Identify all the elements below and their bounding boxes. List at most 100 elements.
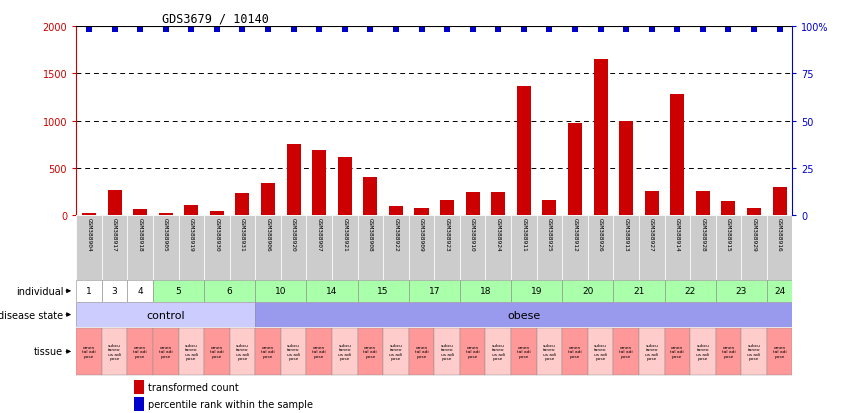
Bar [184, 206, 198, 216]
Bar [721, 201, 735, 216]
Bar [409, 280, 460, 302]
Text: GSM388930: GSM388930 [215, 218, 219, 252]
Text: omen
tal adi
pose: omen tal adi pose [364, 345, 378, 358]
Point [568, 26, 582, 33]
Text: omen
tal adi
pose: omen tal adi pose [670, 345, 684, 358]
Text: 21: 21 [633, 287, 644, 296]
Text: GSM388905: GSM388905 [163, 218, 168, 252]
Bar [434, 216, 460, 280]
Bar [542, 200, 557, 216]
Text: 20: 20 [582, 287, 593, 296]
Text: omen
tal adi
pose: omen tal adi pose [313, 345, 326, 358]
Bar [358, 216, 383, 280]
Point [389, 26, 403, 33]
Text: GSM388929: GSM388929 [752, 218, 757, 252]
Point [210, 26, 223, 33]
Text: GSM388913: GSM388913 [624, 218, 629, 252]
Point [645, 26, 659, 33]
Bar [517, 86, 531, 216]
Text: 15: 15 [378, 287, 389, 296]
Bar [229, 216, 255, 280]
Text: 18: 18 [480, 287, 491, 296]
Bar [639, 216, 664, 280]
Text: 6: 6 [227, 287, 233, 296]
Bar [766, 328, 792, 375]
Text: GSM388909: GSM388909 [419, 218, 424, 252]
Bar [153, 216, 178, 280]
Point [287, 26, 301, 33]
Text: subcu
taneo
us adi
pose: subcu taneo us adi pose [747, 343, 760, 360]
Text: omen
tal adi
pose: omen tal adi pose [210, 345, 223, 358]
Text: GSM388915: GSM388915 [726, 218, 731, 252]
Bar [741, 328, 766, 375]
Bar [255, 280, 307, 302]
Text: percentile rank within the sample: percentile rank within the sample [148, 399, 313, 409]
Bar [307, 280, 358, 302]
Bar [537, 328, 562, 375]
Text: GSM388918: GSM388918 [138, 218, 143, 252]
Bar [766, 280, 792, 302]
Point [721, 26, 735, 33]
Bar [613, 216, 639, 280]
Bar [255, 216, 281, 280]
Bar [153, 280, 204, 302]
Text: GSM388928: GSM388928 [701, 218, 706, 252]
Text: omen
tal adi
pose: omen tal adi pose [568, 345, 582, 358]
Text: omen
tal adi
pose: omen tal adi pose [262, 345, 275, 358]
Bar [76, 280, 102, 302]
Bar [210, 211, 224, 216]
Text: 23: 23 [735, 287, 746, 296]
Point [82, 26, 96, 33]
Bar [358, 328, 383, 375]
Text: GDS3679 / 10140: GDS3679 / 10140 [162, 13, 269, 26]
Bar [102, 280, 127, 302]
Bar [664, 216, 690, 280]
Bar [409, 216, 435, 280]
Point [670, 26, 684, 33]
Text: 4: 4 [138, 287, 143, 296]
Bar [696, 192, 710, 216]
Text: subcu
taneo
us adi
pose: subcu taneo us adi pose [696, 343, 709, 360]
Text: GSM388920: GSM388920 [291, 218, 296, 252]
Bar [158, 213, 172, 216]
Text: subcu
taneo
us adi
pose: subcu taneo us adi pose [645, 343, 658, 360]
Text: GSM388919: GSM388919 [189, 218, 194, 252]
Text: subcu
taneo
us adi
pose: subcu taneo us adi pose [287, 343, 301, 360]
Text: subcu
taneo
us adi
pose: subcu taneo us adi pose [184, 343, 197, 360]
Bar [644, 191, 659, 216]
Point [364, 26, 378, 33]
Bar [562, 280, 613, 302]
Point [236, 26, 249, 33]
Text: subcu
taneo
us adi
pose: subcu taneo us adi pose [492, 343, 505, 360]
Text: 5: 5 [176, 287, 181, 296]
Bar [690, 216, 715, 280]
Text: GSM388931: GSM388931 [240, 218, 245, 252]
Point [517, 26, 531, 33]
Point [542, 26, 556, 33]
Bar [588, 216, 613, 280]
Bar [133, 380, 144, 394]
Bar [766, 216, 792, 280]
Bar [82, 213, 96, 216]
Point [696, 26, 710, 33]
Text: GSM388911: GSM388911 [521, 218, 527, 252]
Point [184, 26, 198, 33]
Point [440, 26, 454, 33]
Point [262, 26, 275, 33]
Bar [690, 328, 715, 375]
Bar [102, 216, 127, 280]
Bar [486, 328, 511, 375]
Point [158, 26, 172, 33]
Bar [460, 328, 486, 375]
Bar [127, 216, 153, 280]
Bar [619, 121, 633, 216]
Bar [511, 328, 537, 375]
Bar [364, 178, 378, 216]
Bar [434, 328, 460, 375]
Bar [670, 95, 684, 216]
Bar [409, 328, 435, 375]
Bar [281, 216, 307, 280]
Text: tissue: tissue [34, 347, 63, 356]
Text: 14: 14 [326, 287, 338, 296]
Text: 10: 10 [275, 287, 287, 296]
